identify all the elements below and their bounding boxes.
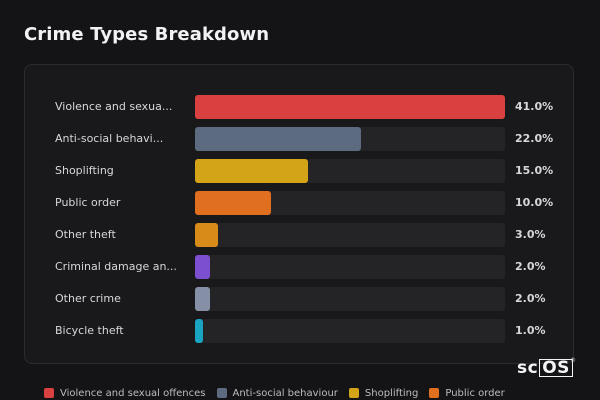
bar-category-label: Bicycle theft [55, 324, 124, 337]
legend-swatch [44, 388, 54, 398]
bar[interactable] [195, 191, 271, 215]
bar-category-label: Criminal damage an... [55, 260, 177, 273]
bar-track [195, 319, 505, 343]
bar-track [195, 95, 505, 119]
legend-label: Public order [445, 387, 505, 399]
bar-row: Public order 10.0% [25, 191, 573, 223]
bar-value-label: 15.0% [515, 164, 554, 177]
bar-row: Criminal damage an... 2.0% [25, 255, 573, 287]
bar-row: Other crime 2.0% [25, 287, 573, 319]
legend-item[interactable]: Public order [429, 387, 505, 399]
bar-category-label: Anti-social behavi... [55, 132, 164, 145]
bar-row: Anti-social behavi... 22.0% [25, 127, 573, 159]
legend-swatch [429, 388, 440, 398]
bar-category-label: Violence and sexua... [55, 100, 173, 113]
bar-track [195, 191, 505, 215]
bar[interactable] [195, 223, 218, 247]
bar-value-label: 22.0% [515, 132, 554, 145]
bar-track [195, 223, 505, 247]
bar[interactable] [195, 319, 203, 343]
bar-row: Shoplifting 15.0% [25, 159, 573, 191]
logo-boxed: OS [539, 359, 573, 377]
chart-title: Crime Types Breakdown [24, 24, 270, 45]
bar-track [195, 127, 505, 151]
bar-row: Other theft 3.0% [25, 223, 573, 255]
legend-label: Anti-social behaviour [232, 387, 338, 399]
bar-value-label: 41.0% [515, 100, 554, 113]
bar[interactable] [195, 127, 362, 151]
bar-track [195, 287, 505, 311]
bar-track [195, 159, 505, 183]
bar-value-label: 2.0% [515, 260, 546, 273]
bar[interactable] [195, 159, 309, 183]
bar[interactable] [195, 287, 211, 311]
bar-row: Bicycle theft 1.0% [25, 319, 573, 351]
chart-card: Violence and sexua... 41.0% Anti-social be… [24, 64, 574, 364]
bar[interactable] [195, 255, 211, 279]
legend-swatch [216, 388, 227, 398]
bar-category-label: Public order [55, 196, 121, 209]
legend-label: Violence and sexual offences [60, 387, 206, 399]
bar-track [195, 255, 505, 279]
legend-swatch [348, 388, 359, 398]
bar-value-label: 1.0% [515, 324, 546, 337]
bar-row: Violence and sexua... 41.0% [25, 95, 573, 127]
bar[interactable] [195, 95, 505, 119]
bar-category-label: Shoplifting [55, 164, 114, 177]
bar-category-label: Other theft [55, 228, 116, 241]
legend-item[interactable]: Violence and sexual offences [44, 388, 206, 399]
bar-value-label: 10.0% [515, 196, 554, 209]
bar-rows: Violence and sexua... 41.0% Anti-social be… [25, 95, 573, 351]
legend-item[interactable]: Anti-social behaviour [216, 387, 338, 399]
bar-value-label: 2.0% [515, 292, 546, 305]
logo-prefix: sc [517, 358, 539, 378]
legend-item[interactable]: Shoplifting [348, 387, 419, 399]
chart-legend: Violence and sexual offences Anti-social … [44, 386, 516, 400]
bar-category-label: Other crime [55, 292, 121, 305]
bar-value-label: 3.0% [515, 228, 546, 241]
logo-registered-mark: ® [570, 357, 576, 364]
legend-label: Shoplifting [364, 387, 419, 399]
scos-logo: sc OS [517, 358, 573, 378]
